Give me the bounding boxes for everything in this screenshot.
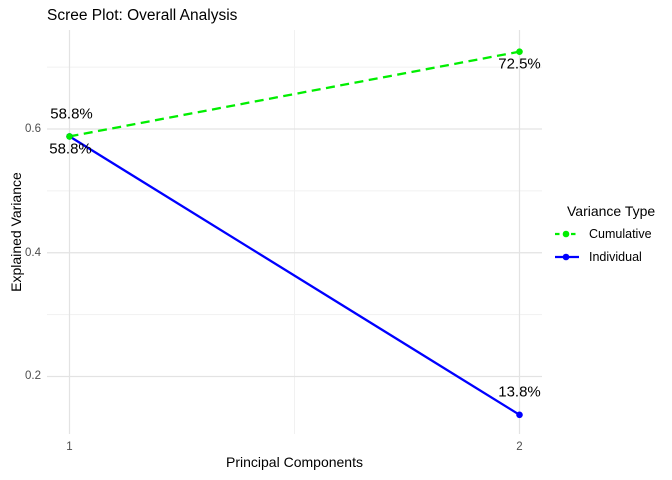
y-tick-label: 0.2 — [25, 370, 41, 383]
y-tick-label: 0.6 — [25, 122, 41, 135]
series-line-individual — [68, 135, 521, 416]
point-label: 13.8% — [498, 383, 541, 401]
legend-title: Variance Type — [567, 203, 656, 219]
y-axis-title: Explained Variance — [8, 172, 24, 292]
x-axis-title: Principal Components — [226, 454, 363, 470]
legend-label-cumulative: Cumulative — [589, 227, 652, 241]
plot-title: Scree Plot: Overall Analysis — [47, 7, 238, 24]
point-label: 58.8% — [49, 140, 92, 158]
data-point-cumulative — [66, 133, 73, 140]
point-label: 72.5% — [498, 55, 541, 73]
y-tick-label: 0.4 — [25, 246, 41, 259]
point-label: 58.8% — [50, 105, 93, 123]
legend-item-cumulative: Cumulative — [554, 225, 669, 243]
legend-key-individual-icon — [555, 253, 579, 261]
x-tick-label: 2 — [516, 441, 523, 453]
series-line-cumulative — [69, 50, 520, 138]
legend: Variance Type Cumulative Individual — [554, 203, 669, 266]
legend-label-individual: Individual — [589, 250, 642, 264]
x-tick-label: 1 — [66, 441, 73, 453]
legend-item-individual: Individual — [554, 248, 669, 266]
legend-key-cumulative-icon — [555, 230, 579, 238]
data-point-cumulative — [516, 48, 523, 55]
data-point-individual — [516, 411, 523, 419]
